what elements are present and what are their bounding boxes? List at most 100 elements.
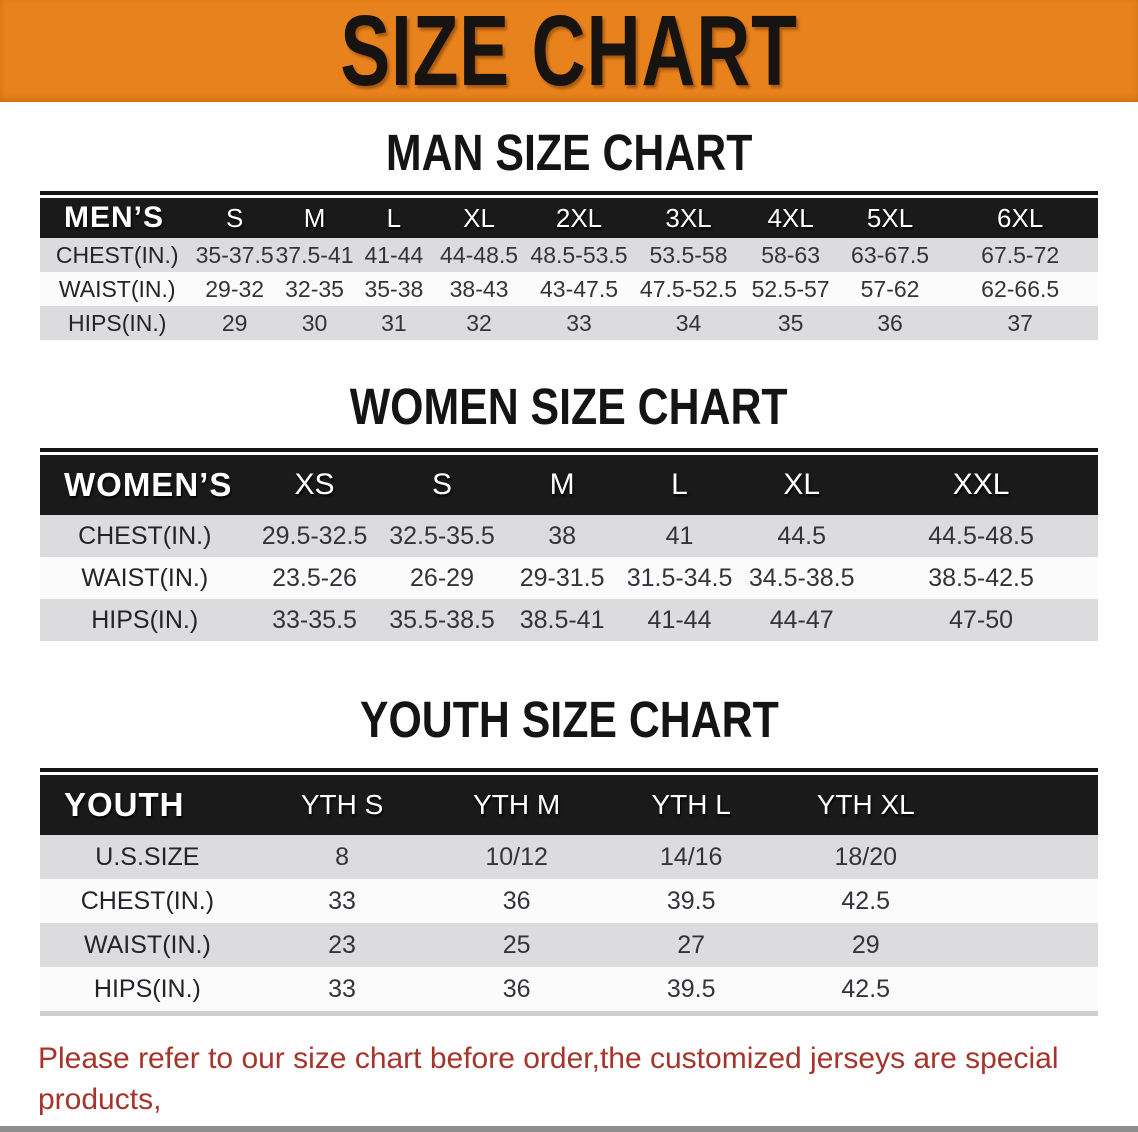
row-label: WAIST(IN.) <box>58 275 176 302</box>
size-col-header: 3XL <box>665 202 712 233</box>
cell: 37 <box>1007 309 1033 336</box>
bottom-edge-rule <box>0 1126 1138 1132</box>
cell: 33-35.5 <box>272 605 357 634</box>
cell: 38 <box>548 521 576 550</box>
mens-chest-row: CHEST(IN.) 35-37.5 37.5-41 41-44 44-48.5… <box>40 238 1098 272</box>
cell: 57-62 <box>860 275 920 302</box>
cell: 29 <box>851 930 880 959</box>
cell: 30 <box>301 309 328 336</box>
cell: 36 <box>502 974 531 1003</box>
womens-size-table: WOMEN’S XS S M L XL XXL CHEST(IN.) 29.5-… <box>40 448 1098 641</box>
cell: 29-32 <box>205 275 265 302</box>
cell: 62-66.5 <box>981 275 1060 302</box>
row-label: WAIST(IN.) <box>81 563 209 592</box>
cell: 39.5 <box>666 886 716 915</box>
youth-section-heading: YOUTH SIZE CHART <box>0 691 1138 748</box>
youth-waist-row: WAIST(IN.) 23 25 27 29 <box>40 923 1098 967</box>
size-col-header: 6XL <box>997 202 1044 233</box>
youth-size-table: YOUTH YTH S YTH M YTH L YTH XL U.S.SIZE … <box>40 768 1098 1016</box>
womens-table-header: WOMEN’S XS S M L XL XXL <box>40 455 1098 515</box>
womens-hips-row: HIPS(IN.) 33-35.5 35.5-38.5 38.5-41 41-4… <box>40 599 1098 641</box>
size-col-header: M <box>549 468 575 501</box>
cell: 29-31.5 <box>519 563 605 592</box>
men-section-heading: MAN SIZE CHART <box>0 124 1138 181</box>
cell: 14/16 <box>659 842 723 871</box>
cell: 27 <box>677 930 706 959</box>
size-col-header: L <box>671 468 688 501</box>
cell: 18/20 <box>834 842 898 871</box>
youth-chest-row: CHEST(IN.) 33 36 39.5 42.5 <box>40 879 1098 923</box>
cell: 41-44 <box>364 241 424 268</box>
size-col-header: XL <box>463 202 495 233</box>
cell: 38.5-41 <box>519 605 605 634</box>
table-bottom-rule <box>40 1011 1098 1016</box>
men-section-heading-text: MAN SIZE CHART <box>385 124 753 181</box>
table-top-rule <box>40 448 1098 452</box>
cell: 36 <box>877 309 903 336</box>
table-top-rule <box>40 191 1098 195</box>
cell: 34.5-38.5 <box>748 563 855 592</box>
cell: 33 <box>328 974 356 1003</box>
cell: 33 <box>328 886 356 915</box>
cell: 35 <box>777 309 804 336</box>
cell: 34 <box>675 309 702 336</box>
cell: 31 <box>381 309 407 336</box>
row-label: WAIST(IN.) <box>83 930 211 959</box>
mens-corner-label: MEN’S <box>64 201 165 234</box>
cell: 47-50 <box>949 605 1014 634</box>
size-col-header: L <box>386 202 402 233</box>
size-col-header: S <box>225 202 244 233</box>
cell: 29 <box>221 309 248 336</box>
cell: 10/12 <box>485 842 548 871</box>
size-col-header: XL <box>783 468 821 501</box>
cell: 39.5 <box>666 974 716 1003</box>
cell: 29.5-32.5 <box>261 521 368 550</box>
row-label: HIPS(IN.) <box>68 309 167 336</box>
youth-hips-row: HIPS(IN.) 33 36 39.5 42.5 <box>40 967 1098 1011</box>
size-col-header: 4XL <box>767 202 814 233</box>
cell: 23.5-26 <box>272 563 357 592</box>
cell: 41-44 <box>647 605 712 634</box>
banner-title: SIZE CHART <box>340 0 798 107</box>
size-col-header: YTH M <box>473 789 561 820</box>
cell: 41 <box>665 521 694 550</box>
size-col-header: M <box>303 202 326 233</box>
women-section-heading-text: WOMEN SIZE CHART <box>350 378 788 435</box>
women-section-heading: WOMEN SIZE CHART <box>0 378 1138 435</box>
cell: 23 <box>328 930 356 959</box>
womens-corner-label: WOMEN’S <box>64 466 233 503</box>
cell: 32-35 <box>285 275 344 302</box>
size-col-header: YTH XL <box>816 789 915 820</box>
cell: 32 <box>466 309 492 336</box>
cell: 63-67.5 <box>851 241 930 268</box>
size-col-header: S <box>432 468 453 501</box>
disclaimer-line-1: Please refer to our size chart before or… <box>38 1042 1059 1116</box>
cell: 44.5 <box>777 521 827 550</box>
cell: 67.5-72 <box>981 241 1060 268</box>
cell: 53.5-58 <box>649 241 728 268</box>
size-col-header: XXL <box>952 468 1010 501</box>
banner: SIZE CHART <box>0 0 1138 102</box>
mens-waist-row: WAIST(IN.) 29-32 32-35 35-38 38-43 43-47… <box>40 272 1098 306</box>
youth-table-header: YOUTH YTH S YTH M YTH L YTH XL <box>40 775 1098 835</box>
cell: 44.5-48.5 <box>928 521 1034 550</box>
size-col-header: 2XL <box>555 202 603 233</box>
youth-section-heading-text: YOUTH SIZE CHART <box>359 691 779 748</box>
cell: 48.5-53.5 <box>530 241 628 268</box>
table-top-rule <box>40 768 1098 772</box>
womens-waist-row: WAIST(IN.) 23.5-26 26-29 29-31.5 31.5-34… <box>40 557 1098 599</box>
cell: 36 <box>502 886 531 915</box>
cell: 44-48.5 <box>440 241 519 268</box>
cell: 8 <box>335 842 349 871</box>
cell: 38.5-42.5 <box>928 563 1034 592</box>
cell: 44-47 <box>769 605 834 634</box>
row-label: CHEST(IN.) <box>55 241 179 268</box>
mens-table-header: MEN’S S M L XL 2XL 3XL 4XL 5XL 6XL <box>40 198 1098 238</box>
cell: 35.5-38.5 <box>389 605 495 634</box>
youth-ussize-row: U.S.SIZE 8 10/12 14/16 18/20 <box>40 835 1098 879</box>
size-col-header: YTH S <box>300 789 384 820</box>
womens-chest-row: CHEST(IN.) 29.5-32.5 32.5-35.5 38 41 44.… <box>40 515 1098 557</box>
cell: 42.5 <box>841 886 891 915</box>
disclaimer: Please refer to our size chart before or… <box>0 1038 1138 1132</box>
cell: 42.5 <box>841 974 891 1003</box>
